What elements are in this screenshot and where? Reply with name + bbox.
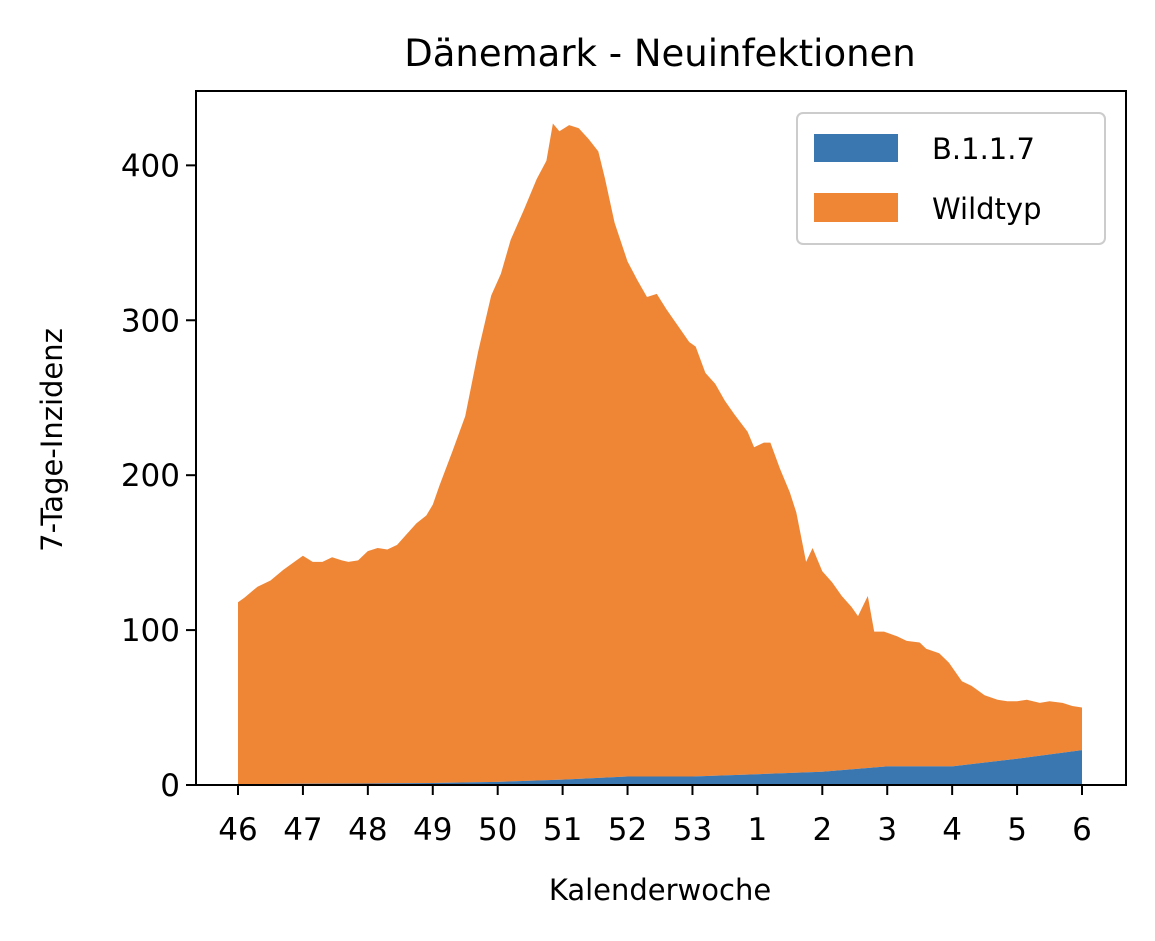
y-tick-label: 0 [160,768,180,804]
y-axis-label: 7-Tage-Inzidenz [35,328,69,552]
x-axis: 46 47 48 49 50 51 52 53 1 2 3 4 5 6 [218,785,1092,848]
x-tick-label: 49 [413,812,452,848]
y-tick-label: 200 [121,458,180,494]
x-tick-label: 48 [348,812,387,848]
x-tick-label: 50 [478,812,517,848]
legend-label-b117: B.1.1.7 [932,132,1035,166]
y-tick-label: 400 [121,148,180,184]
x-tick-label: 3 [877,812,897,848]
x-tick-label: 52 [608,812,647,848]
area-wildtyp [238,123,1082,785]
x-tick-label: 6 [1072,812,1092,848]
x-tick-label: 46 [218,812,257,848]
plot-frame [195,90,1127,786]
x-tick-label: 53 [673,812,712,848]
x-tick-label: 5 [1007,812,1027,848]
x-tick-label: 1 [748,812,768,848]
y-tick-label: 100 [121,613,180,649]
x-tick-label: 51 [543,812,582,848]
x-tick-label: 47 [283,812,322,848]
legend-label-wildtyp: Wildtyp [932,192,1042,226]
x-tick-label: 2 [812,812,832,848]
legend: B.1.1.7 Wildtyp [796,112,1106,245]
y-axis: 0 100 200 300 400 [121,148,196,804]
x-tick-label: 4 [942,812,962,848]
legend-swatch-wildtyp [814,193,898,222]
area-b117 [238,750,1082,785]
x-axis-label: Kalenderwoche [549,873,771,907]
area-layer [238,123,1082,785]
legend-swatch-b117 [814,134,898,162]
y-tick-label: 300 [121,303,180,339]
chart-title: Dänemark - Neuinfektionen [404,32,916,75]
